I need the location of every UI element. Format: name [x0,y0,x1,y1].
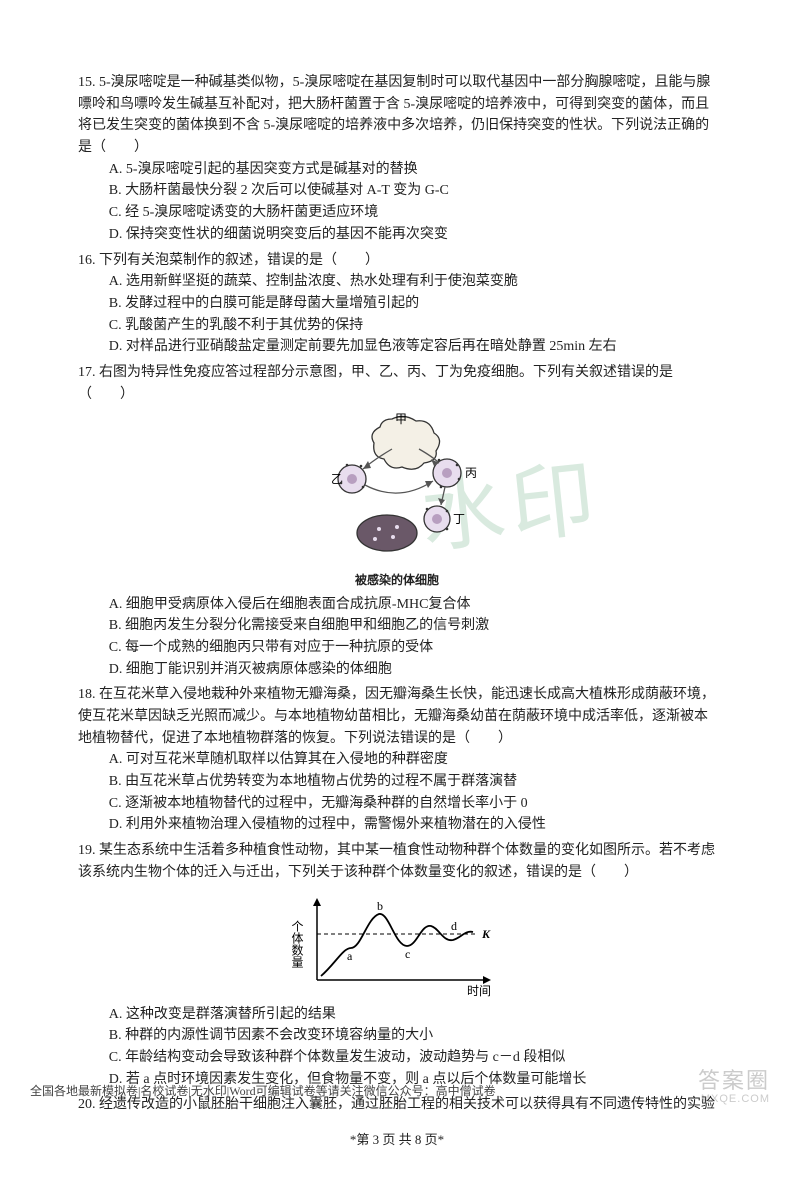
label-ding: 丁 [453,512,465,526]
population-chart: 个体数量 时间 K a b c d [287,890,507,1000]
q15-opt-b: B. 大肠杆菌最快分裂 2 次后可以使碱基对 A-T 变为 G-C [109,180,716,202]
ylabel: 个体数量 [290,919,304,967]
question-16: 16. 下列有关泡菜制作的叙述，错误的是（ ） A. 选用新鲜坚挺的蔬菜、控制盐… [78,250,716,358]
q19-number: 19. [78,843,96,858]
q16-options: A. 选用新鲜坚挺的蔬菜、控制盐浓度、热水处理有利于使泡菜变脆 B. 发酵过程中… [78,271,716,358]
q19-opt-b: B. 种群的内源性调节因素不会改变环境容纳量的大小 [109,1025,716,1047]
q20-stem: 20. 经遗传改造的小鼠胚胎干细胞注入囊胚，通过胚胎工程的相关技术可以获得具有不… [78,1094,716,1116]
q18-text: 在互花米草入侵地栽种外来植物无瓣海桑，因无瓣海桑生长快，能迅速长成高大植株形成荫… [78,687,715,745]
q19-figure: 个体数量 时间 K a b c d [78,890,716,1000]
question-17: 17. 右图为特异性免疫应答过程部分示意图，甲、乙、丙、丁为免疫细胞。下列有关叙… [78,362,716,680]
page-number-footer: *第 3 页 共 8 页* [78,1130,716,1150]
q19-opt-d: D. 若 a 点时环境因素发生变化，但食物量不变，则 a 点以后个体数量可能增长 [109,1069,716,1091]
pt-c: c [405,947,410,961]
pt-d: d [451,919,457,933]
q15-opt-a: A. 5-溴尿嘧啶引起的基因突变方式是碱基对的替换 [109,159,716,181]
page-body: 15. 5-溴尿嘧啶是一种碱基类似物，5-溴尿嘧啶在基因复制时可以取代基因中一部… [0,0,794,1190]
q16-opt-a: A. 选用新鲜坚挺的蔬菜、控制盐浓度、热水处理有利于使泡菜变脆 [109,271,716,293]
q16-opt-d: D. 对样品进行亚硝酸盐定量测定前要先加显色液等定容后再在暗处静置 25min … [109,336,716,358]
q18-options: A. 可对互花米草随机取样以估算其在入侵地的种群密度 B. 由互花米草占优势转变… [78,749,716,836]
immune-diagram: 甲 乙 丙 [297,411,497,561]
q15-text: 5-溴尿嘧啶是一种碱基类似物，5-溴尿嘧啶在基因复制时可以取代基因中一部分胸腺嘧… [78,75,710,155]
q19-stem: 19. 某生态系统中生活着多种植食性动物，其中某一植食性动物种群个体数量的变化如… [78,840,716,883]
q15-stem: 15. 5-溴尿嘧啶是一种碱基类似物，5-溴尿嘧啶在基因复制时可以取代基因中一部… [78,72,716,159]
q16-opt-b: B. 发酵过程中的白膜可能是酵母菌大量增殖引起的 [109,293,716,315]
q18-opt-c: C. 逐渐被本地植物替代的过程中，无瓣海桑种群的自然增长率小于 0 [109,793,716,815]
q17-opt-a: A. 细胞甲受病原体入侵后在细胞表面合成抗原-MHC复合体 [109,594,716,616]
q16-stem: 16. 下列有关泡菜制作的叙述，错误的是（ ） [78,250,716,272]
question-20: 20. 经遗传改造的小鼠胚胎干细胞注入囊胚，通过胚胎工程的相关技术可以获得具有不… [78,1094,716,1116]
q20-text: 经遗传改造的小鼠胚胎干细胞注入囊胚，通过胚胎工程的相关技术可以获得具有不同遗传特… [99,1097,715,1112]
q20-number: 20. [78,1097,96,1112]
q16-number: 16. [78,253,96,268]
pt-b: b [377,899,383,913]
q17-opt-d: D. 细胞丁能识别并消灭被病原体感染的体细胞 [109,659,716,681]
q17-stem: 17. 右图为特异性免疫应答过程部分示意图，甲、乙、丙、丁为免疫细胞。下列有关叙… [78,362,716,405]
label-jia: 甲 [395,412,407,426]
q19-opt-c: C. 年龄结构变动会导致该种群个体数量发生波动，波动趋势与 c－d 段相似 [109,1047,716,1069]
q17-figure-caption: 被感染的体细胞 [297,571,497,590]
q18-opt-a: A. 可对互花米草随机取样以估算其在入侵地的种群密度 [109,749,716,771]
q18-opt-b: B. 由互花米草占优势转变为本地植物占优势的过程不属于群落演替 [109,771,716,793]
q17-opt-b: B. 细胞丙发生分裂分化需接受来自细胞甲和细胞乙的信号刺激 [109,615,716,637]
q19-opt-a: A. 这种改变是群落演替所引起的结果 [109,1004,716,1026]
q17-number: 17. [78,365,96,380]
question-19: 19. 某生态系统中生活着多种植食性动物，其中某一植食性动物种群个体数量的变化如… [78,840,716,1090]
q17-text: 右图为特异性免疫应答过程部分示意图，甲、乙、丙、丁为免疫细胞。下列有关叙述错误的… [78,365,673,402]
k-label: K [481,927,491,941]
q15-opt-d: D. 保持突变性状的细菌说明突变后的基因不能再次突变 [109,224,716,246]
q17-options: A. 细胞甲受病原体入侵后在细胞表面合成抗原-MHC复合体 B. 细胞丙发生分裂… [78,594,716,681]
q19-options: A. 这种改变是群落演替所引起的结果 B. 种群的内源性调节因素不会改变环境容纳… [78,1004,716,1091]
label-bing: 丙 [465,466,477,480]
q16-opt-c: C. 乳酸菌产生的乳酸不利于其优势的保持 [109,315,716,337]
q15-options: A. 5-溴尿嘧啶引起的基因突变方式是碱基对的替换 B. 大肠杆菌最快分裂 2 … [78,159,716,246]
q18-number: 18. [78,687,96,702]
xlabel: 时间 [467,984,491,998]
q15-opt-c: C. 经 5-溴尿嘧啶诱变的大肠杆菌更适应环境 [109,202,716,224]
question-18: 18. 在互花米草入侵地栽种外来植物无瓣海桑，因无瓣海桑生长快，能迅速长成高大植… [78,684,716,836]
q18-stem: 18. 在互花米草入侵地栽种外来植物无瓣海桑，因无瓣海桑生长快，能迅速长成高大植… [78,684,716,749]
q18-opt-d: D. 利用外来植物治理入侵植物的过程中，需警惕外来植物潜在的入侵性 [109,814,716,836]
question-15: 15. 5-溴尿嘧啶是一种碱基类似物，5-溴尿嘧啶在基因复制时可以取代基因中一部… [78,72,716,246]
q15-number: 15. [78,75,96,90]
q16-text: 下列有关泡菜制作的叙述，错误的是（ ） [99,253,379,268]
q17-opt-c: C. 每一个成熟的细胞丙只带有对应于一种抗原的受体 [109,637,716,659]
pt-a: a [347,949,353,963]
q19-text: 某生态系统中生活着多种植食性动物，其中某一植食性动物种群个体数量的变化如图所示。… [78,843,715,880]
q17-figure: 甲 乙 丙 [78,411,716,589]
